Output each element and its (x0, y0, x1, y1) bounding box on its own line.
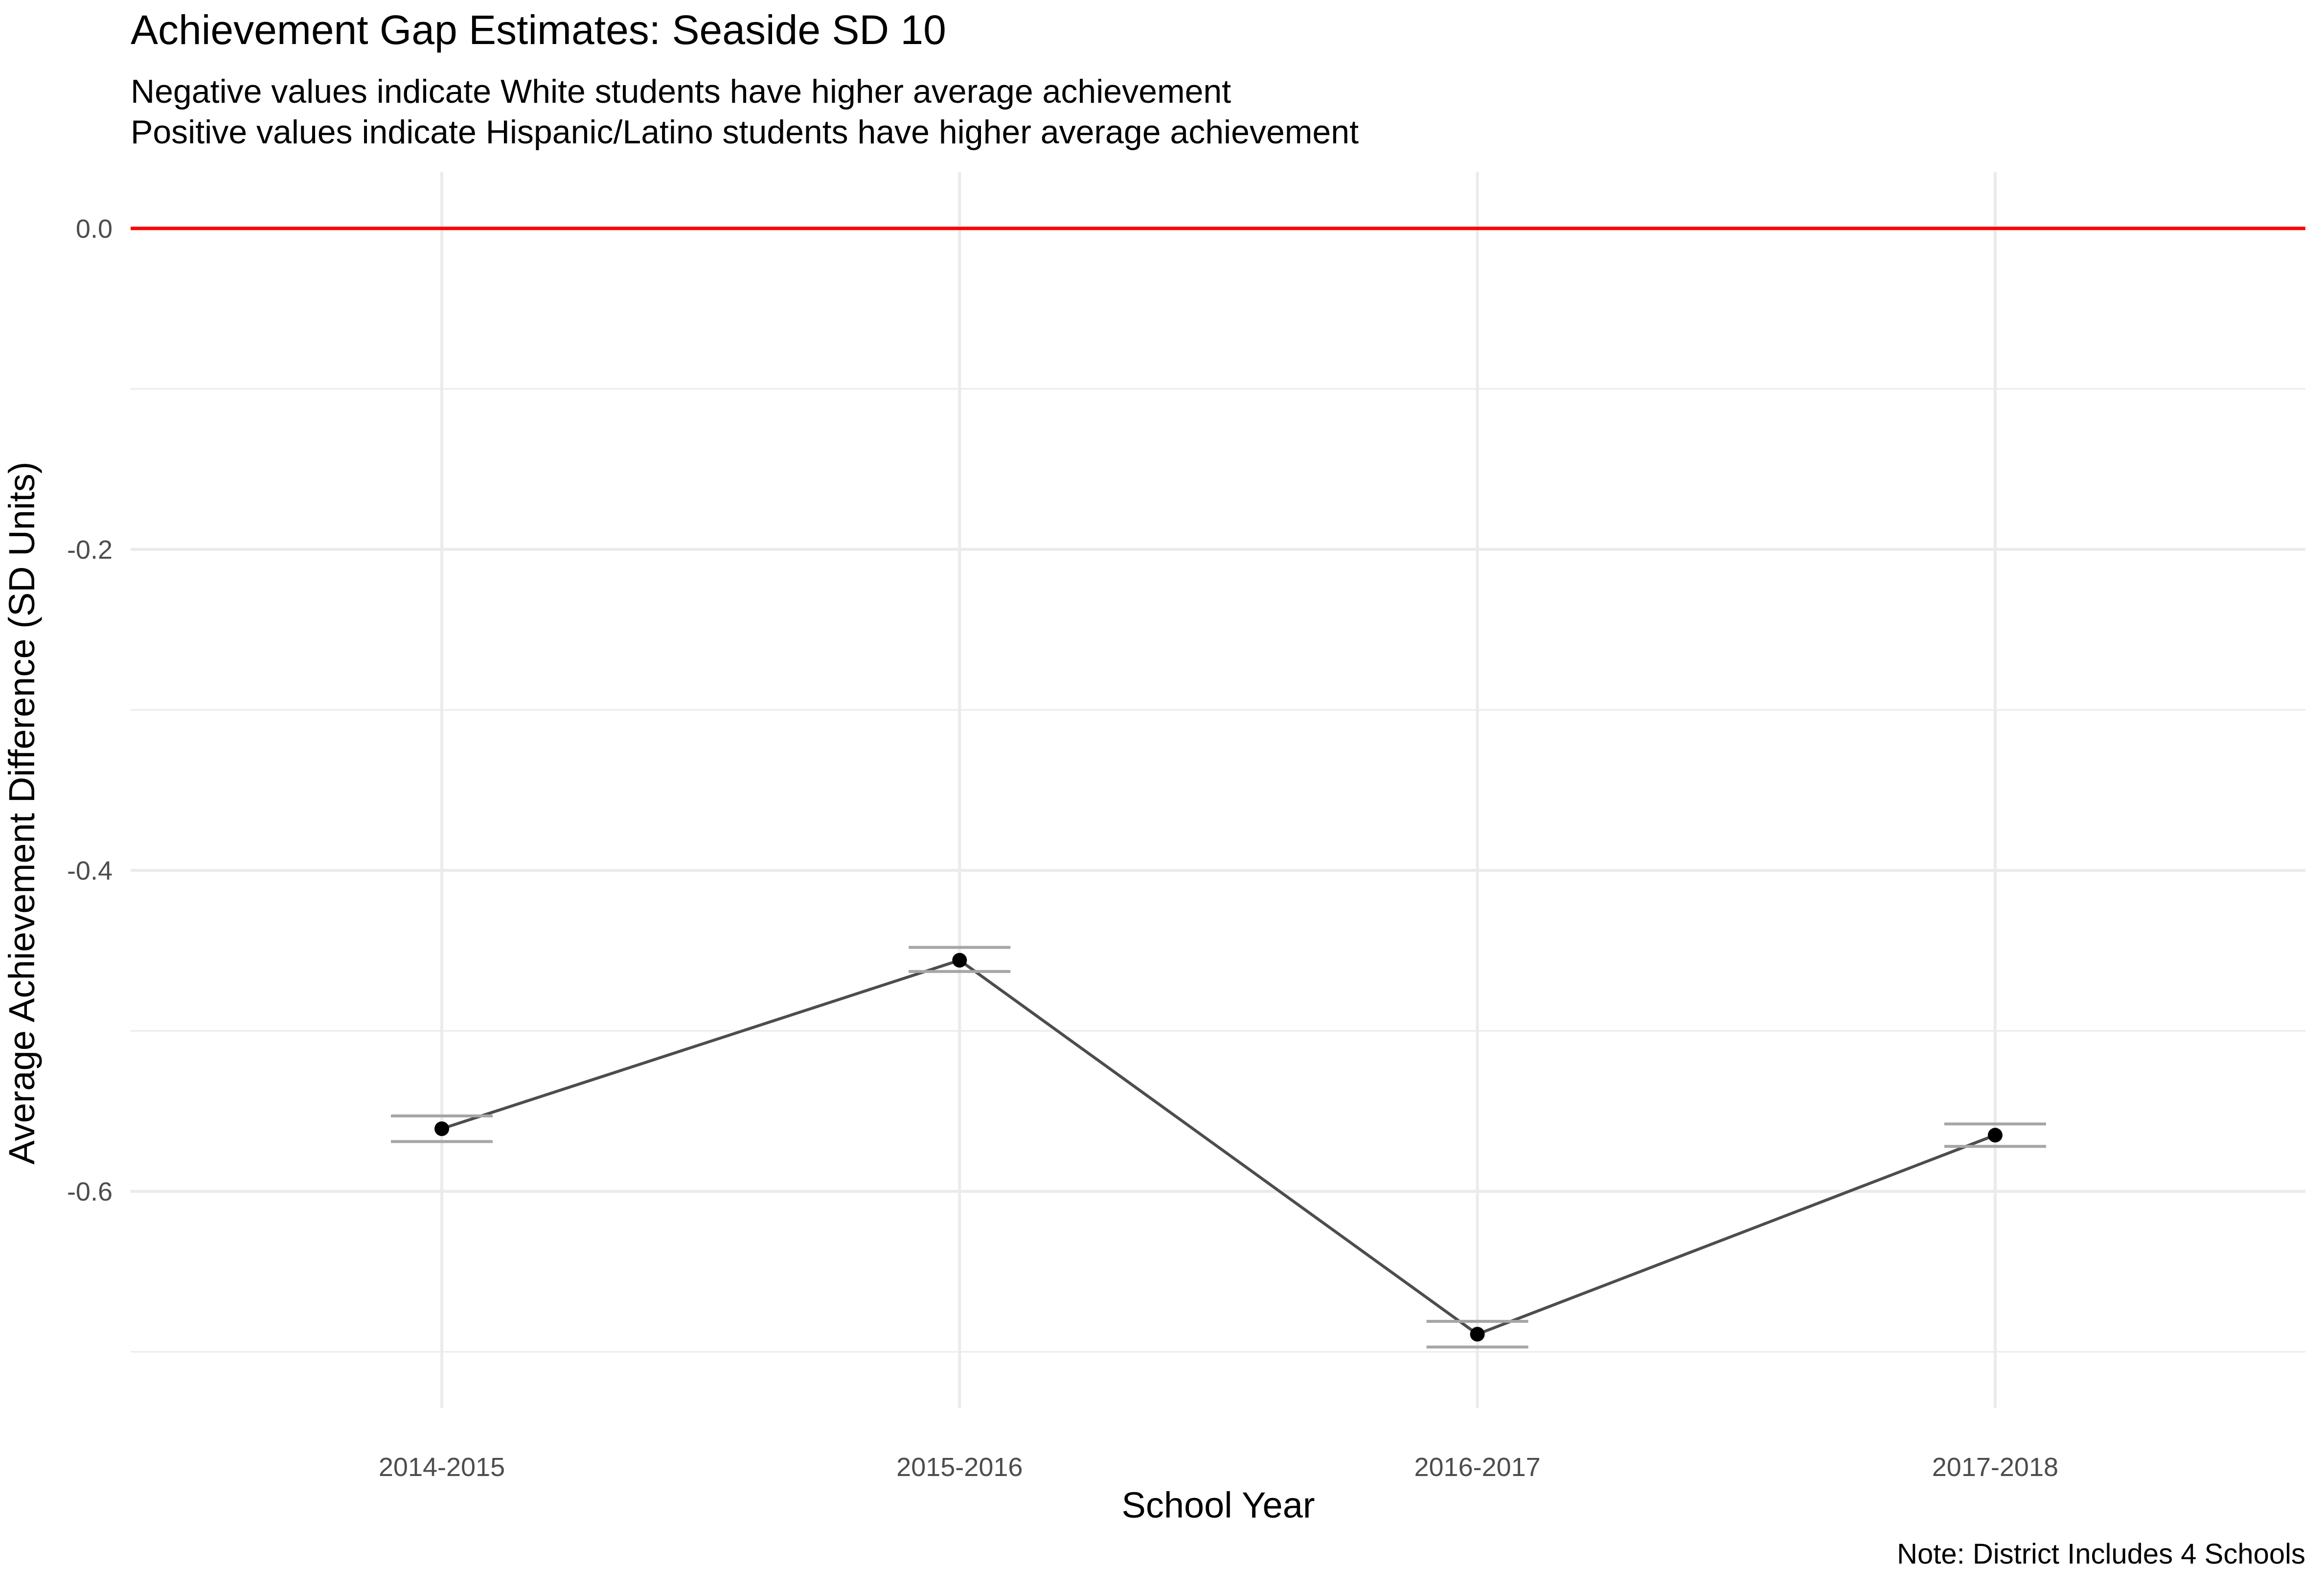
y-axis-title: Average Achievement Difference (SD Units… (1, 462, 42, 1165)
y-tick-label: -0.4 (67, 856, 113, 886)
data-point (1470, 1327, 1485, 1342)
y-axis-ticks: 0.0 -0.2 -0.4 -0.6 (67, 214, 113, 1206)
minor-gridlines (131, 388, 2305, 1353)
y-tick-label: -0.2 (67, 535, 113, 565)
chart-subtitle-line-1: Negative values indicate White students … (131, 73, 1231, 110)
x-tick-label: 2017-2018 (1932, 1453, 2058, 1482)
y-tick-label: 0.0 (76, 214, 113, 244)
point-layer (434, 953, 2003, 1342)
series-layer (441, 958, 1996, 1336)
x-tick-label: 2015-2016 (896, 1453, 1023, 1482)
series-line (441, 958, 1996, 1336)
chart-caption: Note: District Includes 4 Schools (1897, 1538, 2305, 1570)
data-point (952, 953, 967, 968)
y-tick-label: -0.6 (67, 1177, 113, 1206)
major-gridlines (131, 172, 2305, 1408)
chart-subtitle-line-2: Positive values indicate Hispanic/Latino… (131, 114, 1359, 151)
chart-title: Achievement Gap Estimates: Seaside SD 10 (131, 7, 946, 53)
x-tick-label: 2016-2017 (1414, 1453, 1540, 1482)
data-point (434, 1121, 449, 1136)
x-axis-ticks: 2014-2015 2015-2016 2016-2017 2017-2018 (379, 1453, 2058, 1482)
x-tick-label: 2014-2015 (379, 1453, 505, 1482)
data-point (1987, 1128, 2003, 1143)
x-axis-title: School Year (1121, 1485, 1315, 1525)
errorbar-layer (391, 946, 2046, 1349)
